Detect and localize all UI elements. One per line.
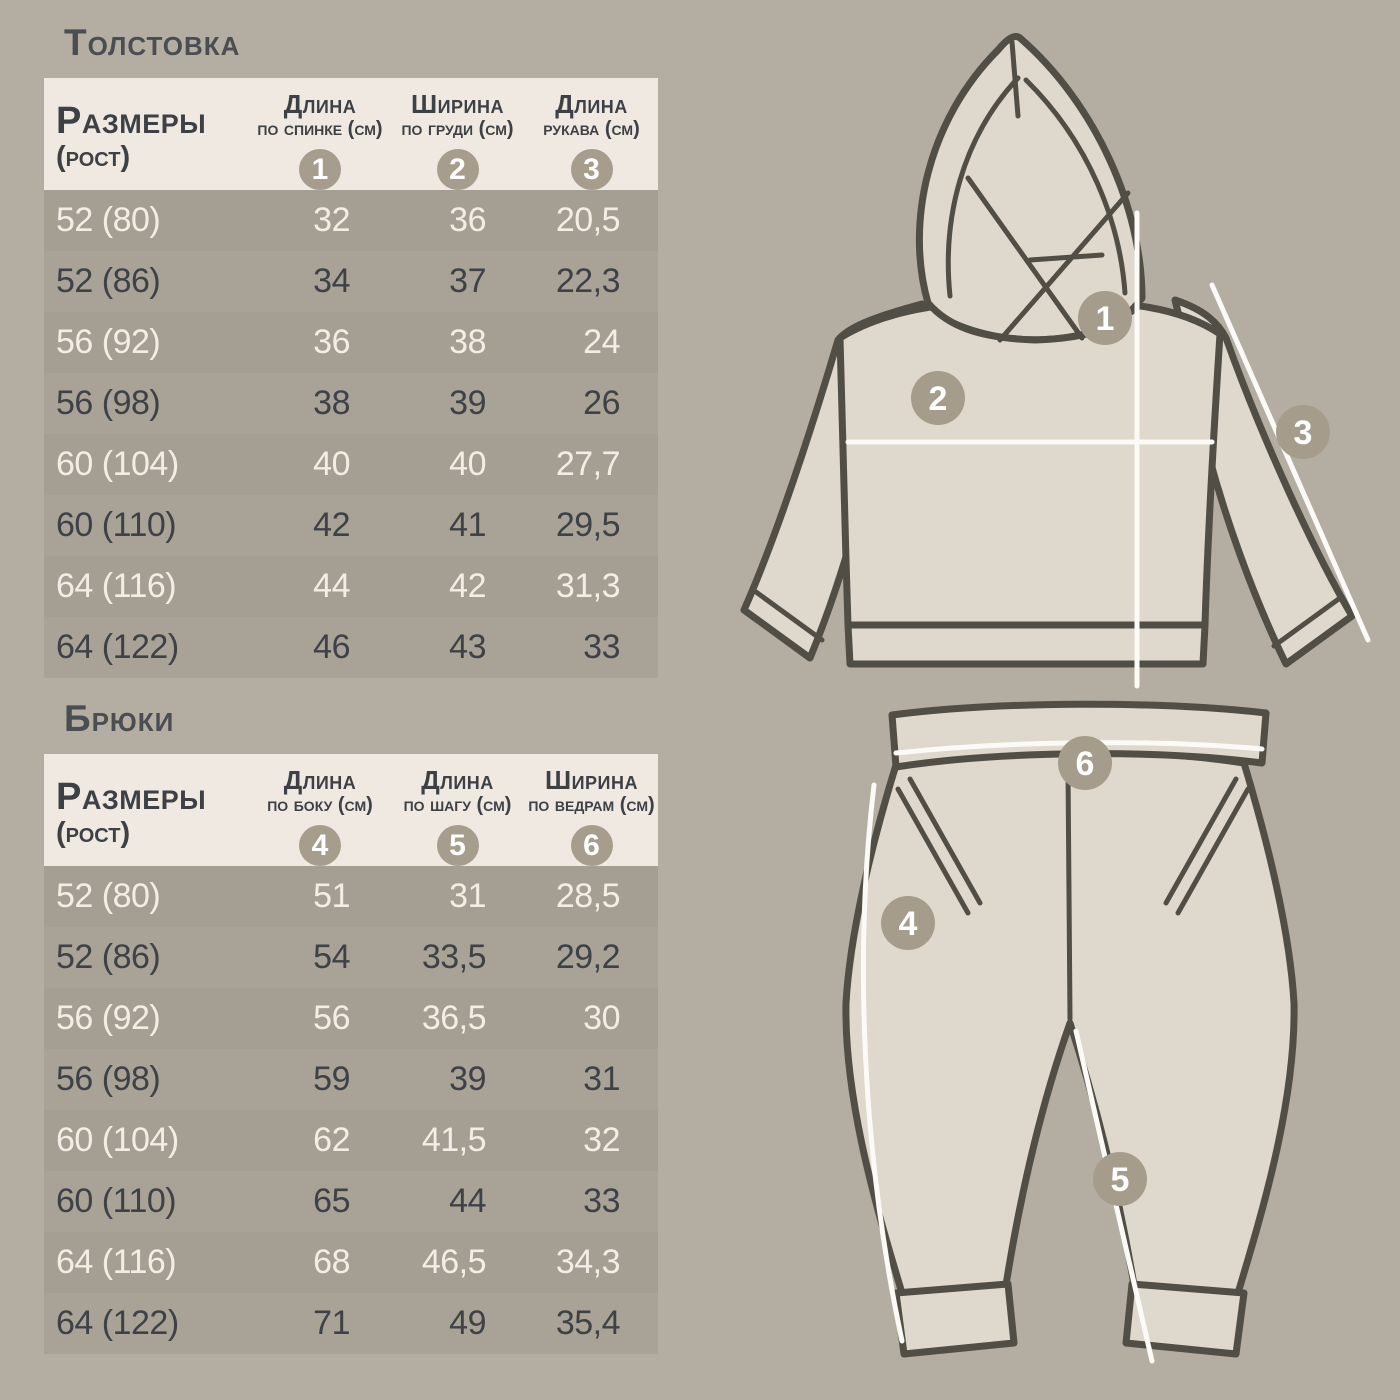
diagram-badge-2: 2 — [911, 371, 965, 425]
measure-badge-1: 1 — [299, 149, 341, 190]
pants-left-pocket — [907, 776, 983, 906]
pants-table-header: Размеры (рост) Длина по боку (см) 4 Длин… — [44, 754, 658, 866]
table-row: 56 (98) 38 39 26 — [56, 384, 621, 422]
column-header-side-length: Длина по боку (см) 4 — [250, 754, 390, 866]
hoodie-right-cuff — [1271, 595, 1343, 649]
column-header-chest-width: Ширина по груди (см) 2 — [390, 78, 525, 190]
pants-illustration: 4 5 6 — [780, 693, 1360, 1385]
hoodie-illustration: 1 2 3 — [700, 8, 1400, 704]
table-row: 64 (122) 71 49 35,4 — [56, 1304, 621, 1342]
table-row: 52 (86) 34 37 22,3 — [56, 262, 621, 300]
pants-waistband — [888, 700, 1270, 771]
diagram-badge-6: 6 — [1058, 736, 1112, 790]
column-header-hip-width: Ширина по ведрам (см) 6 — [525, 754, 658, 866]
measure-badge-3: 3 — [570, 149, 613, 190]
diagram-badge-4: 4 — [881, 896, 935, 950]
pants-left-cuff — [892, 1280, 1018, 1358]
table-row: 60 (110) 65 44 33 — [56, 1182, 621, 1220]
hood-drawcord — [997, 190, 1131, 343]
measure-badge-4: 4 — [299, 825, 341, 866]
size-column-header: Размеры (рост) — [44, 78, 250, 190]
table-row: 52 (86) 54 33,5 29,2 — [56, 938, 621, 976]
pants-table-body: 52 (80) 51 31 28,5 52 (86) 54 33,5 29,2 … — [44, 866, 658, 1354]
diagram-badge-5: 5 — [1093, 1152, 1147, 1206]
table-row: 64 (116) 68 46,5 34,3 — [44, 1232, 658, 1293]
hoodie-size-table: Размеры (рост) Длина по спинке (см) 1 Ши… — [44, 78, 658, 678]
hoodie-table-body: 52 (80) 32 36 20,5 52 (86) 34 37 22,3 56… — [44, 190, 658, 678]
size-label: Размеры — [56, 776, 207, 818]
svg-text:4: 4 — [899, 905, 918, 943]
hoodie-table-header: Размеры (рост) Длина по спинке (см) 1 Ши… — [44, 78, 658, 190]
table-row: 64 (116) 44 42 31,3 — [44, 556, 658, 617]
column-header-back-length: Длина по спинке (см) 1 — [250, 78, 390, 190]
pants-body — [842, 748, 1298, 1297]
hoodie-section-title: Толстовка — [64, 22, 241, 63]
measure-badge-6: 6 — [570, 825, 613, 866]
diagram-badge-3: 3 — [1276, 405, 1330, 459]
measure-badge-5: 5 — [436, 825, 479, 866]
hoodie-left-cuff — [753, 589, 825, 643]
pants-right-pocket — [1175, 786, 1251, 916]
pants-right-pocket — [1163, 776, 1239, 906]
measure-line-side-length — [860, 782, 905, 1344]
column-header-inseam-length: Длина по шагу (см) 5 — [390, 754, 525, 866]
pants-right-cuff — [1122, 1280, 1248, 1358]
table-row: 60 (104) 40 40 27,7 — [44, 434, 658, 495]
svg-text:5: 5 — [1111, 1161, 1130, 1199]
svg-text:2: 2 — [929, 380, 948, 418]
table-row: 64 (122) 46 43 33 — [56, 628, 621, 666]
table-row: 52 (80) 51 31 28,5 — [44, 866, 658, 927]
table-row: 52 (80) 32 36 20,5 — [44, 190, 658, 251]
pants-size-table: Размеры (рост) Длина по боку (см) 4 Длин… — [44, 754, 658, 1354]
pants-front-seam — [1065, 766, 1073, 1022]
measure-line-sleeve — [1209, 282, 1371, 643]
measure-badge-2: 2 — [436, 149, 479, 190]
table-row: 56 (92) 36 38 24 — [44, 312, 658, 373]
table-row: 56 (98) 59 39 31 — [56, 1060, 621, 1098]
pants-section-title: Брюки — [64, 698, 175, 739]
diagram-badge-1: 1 — [1078, 291, 1132, 345]
svg-text:6: 6 — [1076, 745, 1095, 783]
hood-drawcord — [965, 175, 1085, 341]
size-label: Размеры — [56, 100, 207, 142]
size-column-header: Размеры (рост) — [44, 754, 250, 866]
svg-text:3: 3 — [1294, 414, 1313, 452]
hoodie-body — [836, 296, 1224, 629]
column-header-sleeve-length: Длина рукава (см) 3 — [525, 78, 658, 190]
pants-left-pocket — [895, 786, 971, 916]
size-sublabel: (рост) — [56, 817, 131, 849]
hoodie-hem-band — [844, 621, 1209, 668]
size-sublabel: (рост) — [56, 141, 131, 173]
svg-text:1: 1 — [1096, 300, 1115, 338]
table-row: 60 (104) 62 41,5 32 — [44, 1110, 658, 1171]
table-row: 56 (92) 56 36,5 30 — [44, 988, 658, 1049]
table-row: 60 (110) 42 41 29,5 — [56, 506, 621, 544]
